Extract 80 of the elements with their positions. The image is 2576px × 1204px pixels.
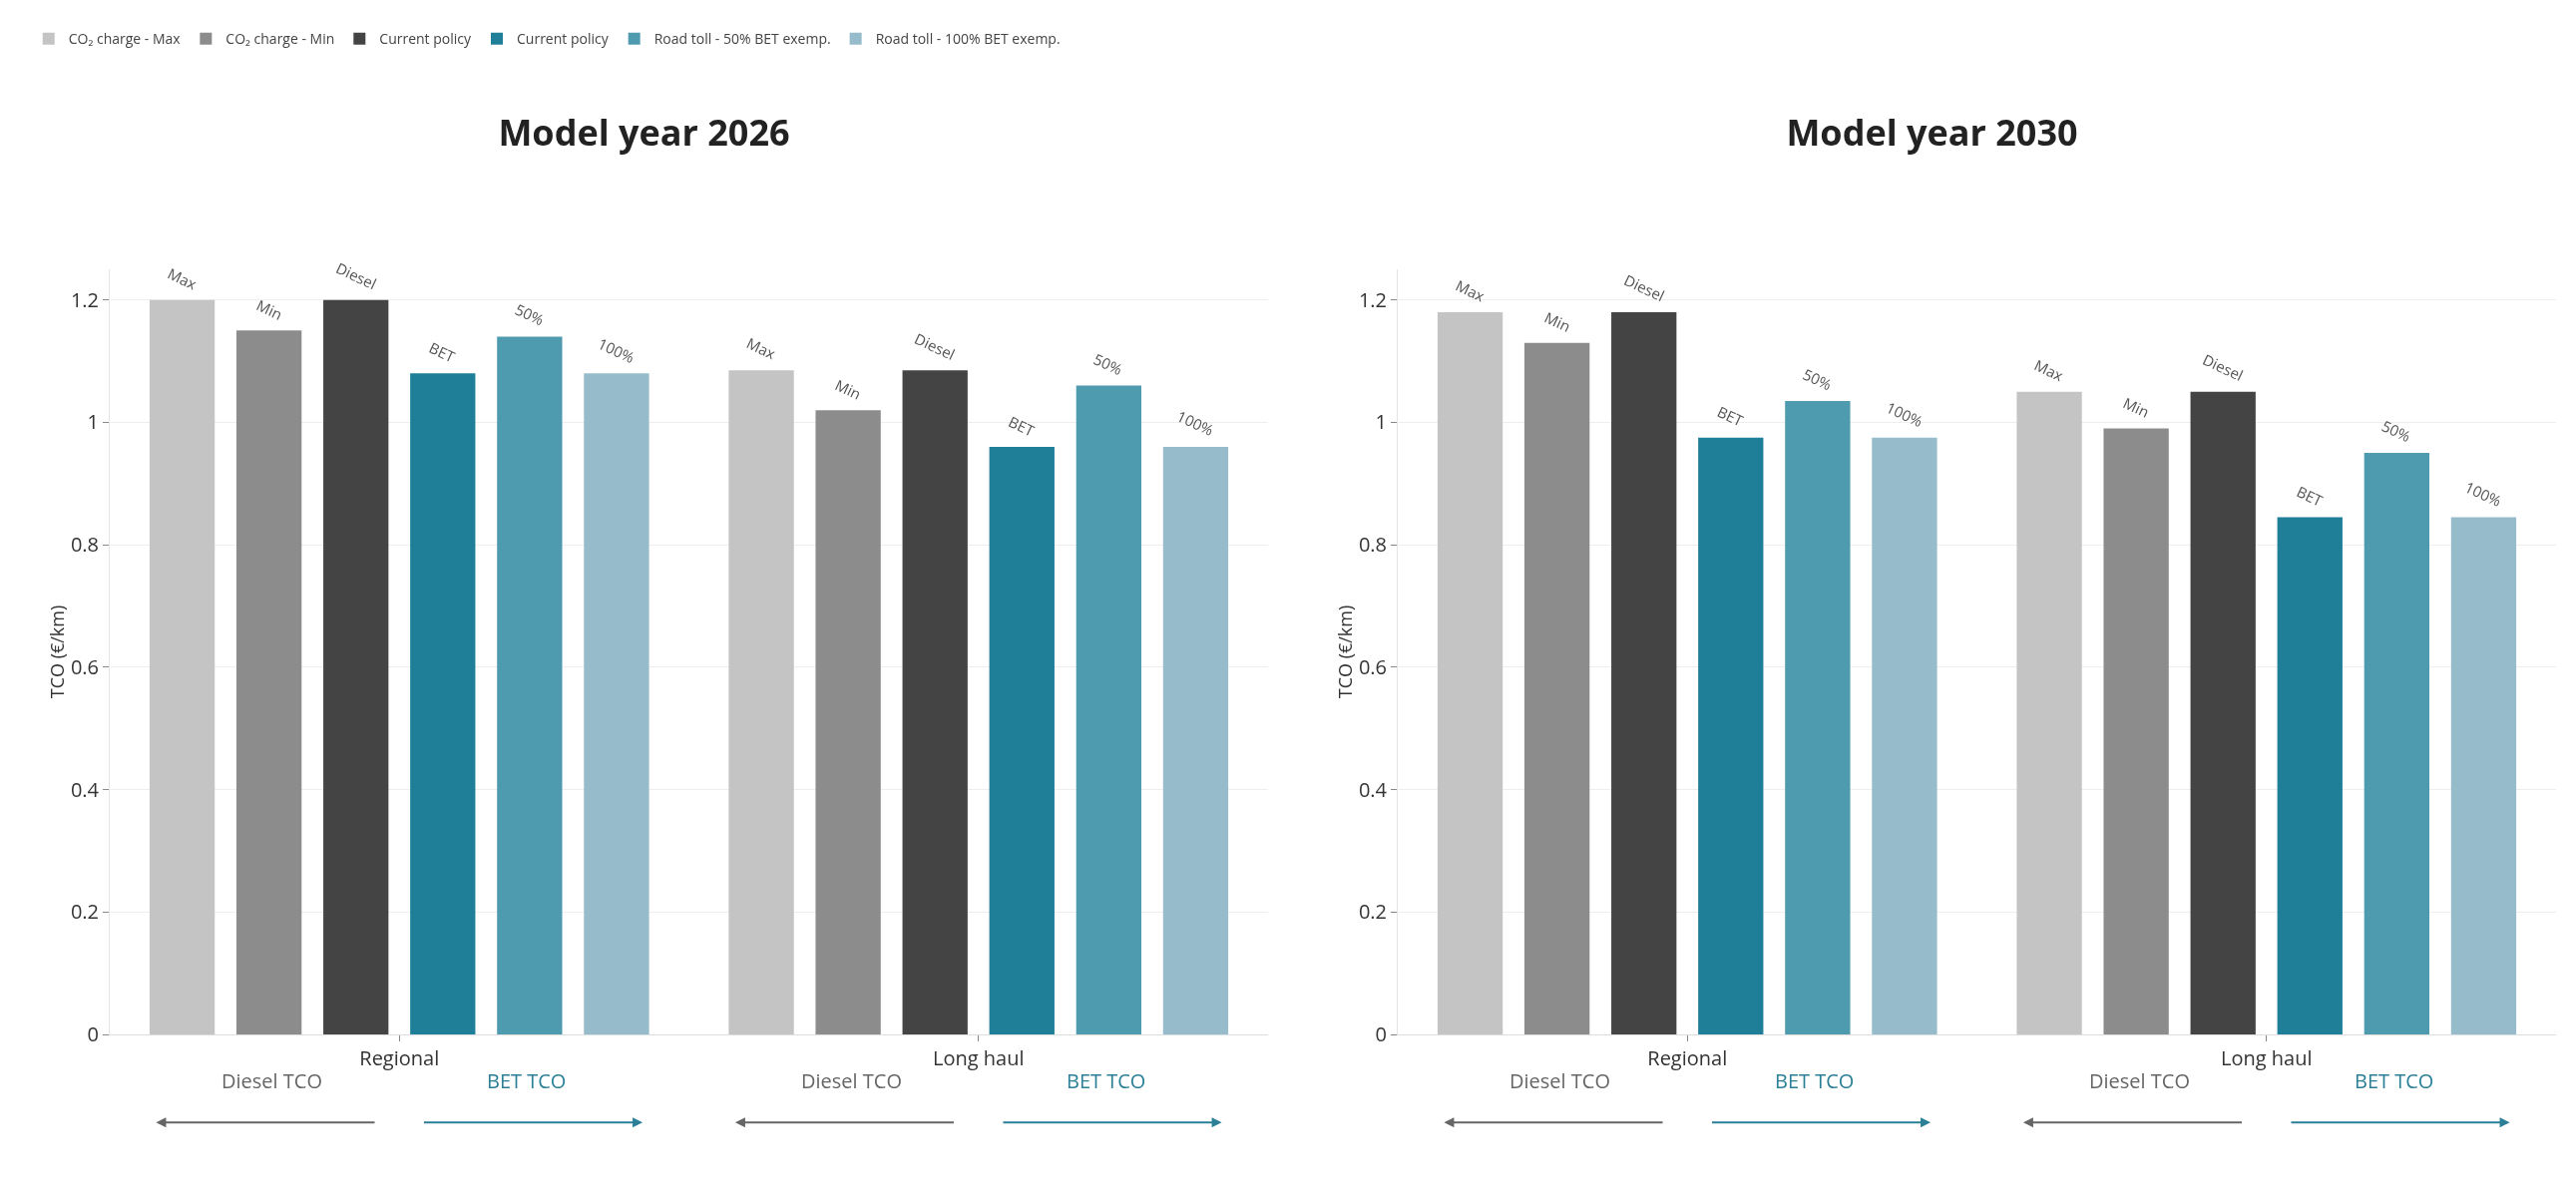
annotation: BET (2294, 481, 2327, 511)
x-tick-label: Long haul (933, 1044, 1025, 1071)
bar (1437, 311, 1503, 1034)
text: BET TCO (2355, 1067, 2434, 1094)
x-tick-label: Regional (359, 1044, 440, 1071)
bar (149, 299, 215, 1034)
chart-title: Model year 2026 (498, 107, 790, 157)
annotation: Min (831, 374, 865, 404)
bar (1523, 342, 1590, 1034)
annotation: Min (1541, 306, 1574, 336)
bar (497, 336, 563, 1034)
legend-label: Road toll - 100% BET exemp. (875, 29, 1061, 49)
bar (410, 373, 476, 1034)
annotation: BET (426, 337, 459, 367)
annotation: 50% (2378, 415, 2414, 447)
text: BET TCO (1775, 1067, 1855, 1094)
y-tick-label: 0.2 (1358, 898, 1387, 926)
bar (2016, 391, 2082, 1034)
annotation: Min (2120, 392, 2153, 422)
y-tick-label: 0.6 (70, 652, 99, 680)
y-tick-label: 0.4 (70, 775, 100, 803)
annotation: Max (1453, 274, 1489, 306)
text: Diesel TCO (801, 1067, 902, 1094)
bar (2363, 453, 2430, 1034)
annotation: 50% (1800, 363, 1836, 395)
y-tick-label: 1 (1375, 408, 1387, 436)
text: BET TCO (1067, 1067, 1146, 1094)
annotation: 100% (595, 332, 639, 368)
annotation: Min (253, 294, 286, 324)
annotation: 50% (512, 298, 548, 330)
bar (1075, 385, 1142, 1034)
bar (1611, 311, 1677, 1034)
y-tick-label: 1 (87, 408, 99, 436)
text: Diesel TCO (1509, 1067, 1610, 1094)
annotation: BET (1714, 401, 1748, 431)
y-tick-label: 0.4 (1358, 775, 1388, 803)
bar (235, 330, 302, 1034)
y-tick-label: 0.8 (70, 531, 99, 559)
annotation: BET (1005, 411, 1039, 441)
annotation: Max (164, 262, 201, 294)
bar (728, 370, 794, 1034)
bar (989, 446, 1055, 1034)
bar (1162, 446, 1229, 1034)
x-tick-label: Regional (1647, 1044, 1728, 1071)
legend-label: Road toll - 50% BET exemp. (653, 29, 831, 49)
bar (584, 373, 649, 1034)
legend-label: Current policy (517, 29, 610, 49)
annotation: Max (743, 332, 779, 364)
y-tick-label: 0 (1375, 1020, 1387, 1047)
bar (1785, 400, 1851, 1034)
y-tick-label: 0 (87, 1020, 99, 1047)
legend-label: CO₂ charge - Min (225, 29, 335, 49)
bar (815, 410, 881, 1034)
annotation: Max (2031, 354, 2067, 386)
bar (2277, 517, 2343, 1034)
legend-label: Current policy (379, 29, 472, 49)
y-tick-label: 0.2 (70, 898, 99, 926)
bar (1872, 437, 1937, 1034)
bar (902, 370, 968, 1034)
text: Diesel TCO (221, 1067, 322, 1094)
bar (2450, 517, 2517, 1034)
annotation: 50% (1090, 348, 1126, 380)
chart-title: Model year 2030 (1786, 107, 2078, 157)
y-axis-title: TCO (€/km) (44, 604, 69, 699)
x-tick-label: Long haul (2221, 1044, 2313, 1071)
annotation: 100% (2461, 476, 2505, 511)
bar (1698, 437, 1764, 1034)
bar (323, 299, 389, 1034)
y-tick-label: 1.2 (1358, 285, 1387, 313)
annotation: 100% (1173, 405, 1217, 440)
bar (2103, 428, 2169, 1034)
y-axis-title: TCO (€/km) (1332, 604, 1357, 699)
text: BET TCO (487, 1067, 567, 1094)
y-tick-label: 0.8 (1358, 531, 1387, 559)
text: Diesel TCO (2089, 1067, 2190, 1094)
annotation: 100% (1883, 396, 1927, 432)
bar (2190, 391, 2256, 1034)
y-tick-label: 0.6 (1358, 652, 1387, 680)
legend-label: CO₂ charge - Max (68, 29, 182, 49)
y-tick-label: 1.2 (70, 285, 99, 313)
